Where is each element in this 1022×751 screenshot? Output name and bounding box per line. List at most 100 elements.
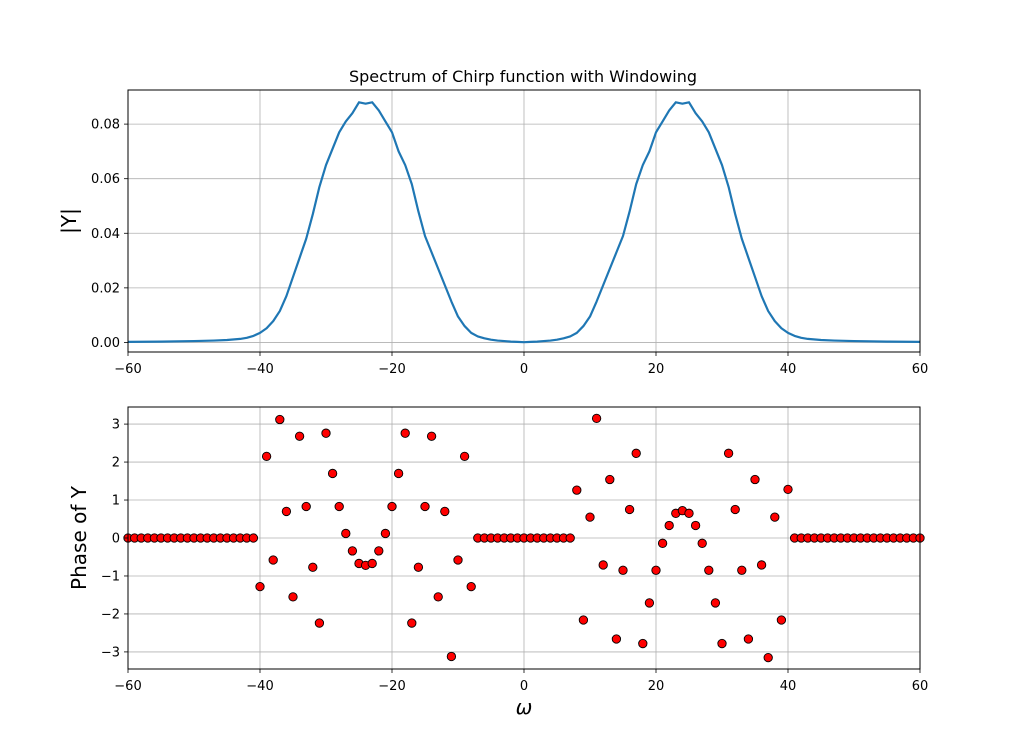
phase-point (341, 528, 351, 539)
phase-point (308, 562, 318, 572)
phase-x-tick-label: −40 (246, 679, 273, 694)
phase-point (605, 474, 615, 485)
phase-point (347, 546, 358, 556)
phase-point (585, 512, 595, 522)
phase-point (763, 652, 773, 663)
magnitude-y-tick-label: 0.04 (91, 227, 120, 242)
phase-point (750, 474, 760, 485)
phase-point (367, 558, 377, 569)
magnitude-axes: −60 −40 −20 0 20 40 60 0.00 0.02 0.04 0.06 0.08 |Y| (57, 89, 928, 377)
phase-plot-area (123, 413, 925, 663)
phase-point (420, 501, 430, 512)
phase-point (572, 485, 582, 495)
phase-point (704, 565, 714, 575)
magnitude-ticks: −60 −40 −20 0 20 40 60 0.00 0.02 0.04 0.06 0.08 (91, 118, 928, 377)
phase-point (770, 512, 780, 522)
phase-point (261, 451, 272, 462)
magnitude-x-tick-label: 20 (648, 362, 665, 377)
phase-point (776, 615, 787, 625)
phase-point (644, 598, 655, 608)
phase-point (268, 555, 278, 565)
phase-point (565, 533, 575, 543)
magnitude-x-tick-label: 0 (520, 362, 528, 377)
phase-point (717, 638, 727, 649)
magnitude-grid (127, 90, 921, 352)
phase-point (440, 506, 450, 517)
phase-point (783, 484, 793, 495)
chart-title: Spectrum of Chirp function with Windowin… (349, 67, 697, 86)
phase-point (453, 555, 463, 565)
magnitude-y-axis-label: |Y| (57, 208, 81, 234)
phase-y-tick-label: −1 (101, 569, 120, 584)
phase-axes: −60 −40 −20 0 20 40 60 −3 −2 −1 0 1 2 3 Phase of Y ω (67, 406, 928, 719)
magnitude-x-tick-label: 60 (912, 362, 929, 377)
magnitude-x-tick-label: −40 (246, 362, 273, 377)
phase-point (380, 528, 391, 539)
phase-x-tick-label: 0 (520, 679, 528, 694)
phase-y-tick-label: 0 (112, 532, 120, 547)
phase-point (651, 565, 661, 575)
phase-point (433, 592, 443, 602)
phase-point (426, 431, 437, 441)
magnitude-series-line (127, 101, 921, 344)
phase-point (591, 413, 602, 424)
phase-point (314, 618, 325, 628)
phase-point (321, 428, 331, 438)
phase-point (657, 538, 668, 548)
phase-point (710, 598, 721, 608)
phase-point (697, 538, 707, 548)
phase-y-tick-label: 2 (112, 456, 120, 471)
phase-point (730, 504, 740, 515)
phase-point (684, 508, 694, 518)
phase-x-axis-label: ω (516, 695, 533, 719)
magnitude-y-tick-label: 0.02 (91, 281, 120, 296)
phase-x-tick-label: −20 (378, 679, 405, 694)
phase-point (631, 448, 641, 458)
magnitude-x-tick-label: −20 (378, 362, 405, 377)
phase-point (638, 638, 648, 649)
phase-point (288, 592, 298, 602)
phase-point (327, 468, 338, 479)
phase-point (301, 501, 311, 512)
phase-point (407, 618, 417, 628)
phase-point (374, 546, 384, 556)
phase-y-tick-label: 3 (112, 418, 120, 433)
phase-point (387, 501, 397, 512)
phase-point (611, 634, 622, 644)
phase-point (598, 560, 608, 570)
magnitude-y-tick-label: 0.06 (91, 172, 120, 187)
magnitude-x-tick-label: −60 (114, 362, 141, 377)
phase-x-tick-label: 60 (912, 679, 929, 694)
phase-point (275, 414, 285, 425)
magnitude-plot-area (127, 101, 921, 344)
phase-grid (127, 407, 921, 669)
phase-point (255, 581, 265, 592)
phase-point (743, 634, 754, 644)
phase-point (723, 448, 734, 458)
magnitude-x-tick-label: 40 (780, 362, 797, 377)
phase-y-tick-label: −3 (101, 645, 120, 660)
phase-point (618, 565, 628, 575)
phase-ticks: −60 −40 −20 0 20 40 60 −3 −2 −1 0 1 2 3 (101, 418, 928, 694)
magnitude-y-tick-label: 0.08 (91, 118, 120, 133)
phase-x-tick-label: −60 (114, 679, 141, 694)
phase-point (446, 651, 457, 662)
phase-x-tick-label: 20 (648, 679, 665, 694)
phase-y-tick-label: −2 (101, 607, 120, 622)
phase-point (737, 565, 747, 575)
phase-point (334, 501, 344, 512)
phase-point (294, 431, 305, 441)
phase-point (690, 520, 701, 531)
phase-point (393, 468, 404, 479)
phase-point (281, 506, 292, 517)
phase-x-tick-label: 40 (780, 679, 797, 694)
phase-y-tick-label: 1 (112, 494, 120, 509)
phase-point (400, 428, 410, 438)
magnitude-y-tick-label: 0.00 (91, 336, 120, 351)
phase-point (459, 451, 470, 462)
phase-point (466, 581, 476, 592)
phase-point (578, 615, 589, 625)
phase-point (624, 504, 635, 515)
